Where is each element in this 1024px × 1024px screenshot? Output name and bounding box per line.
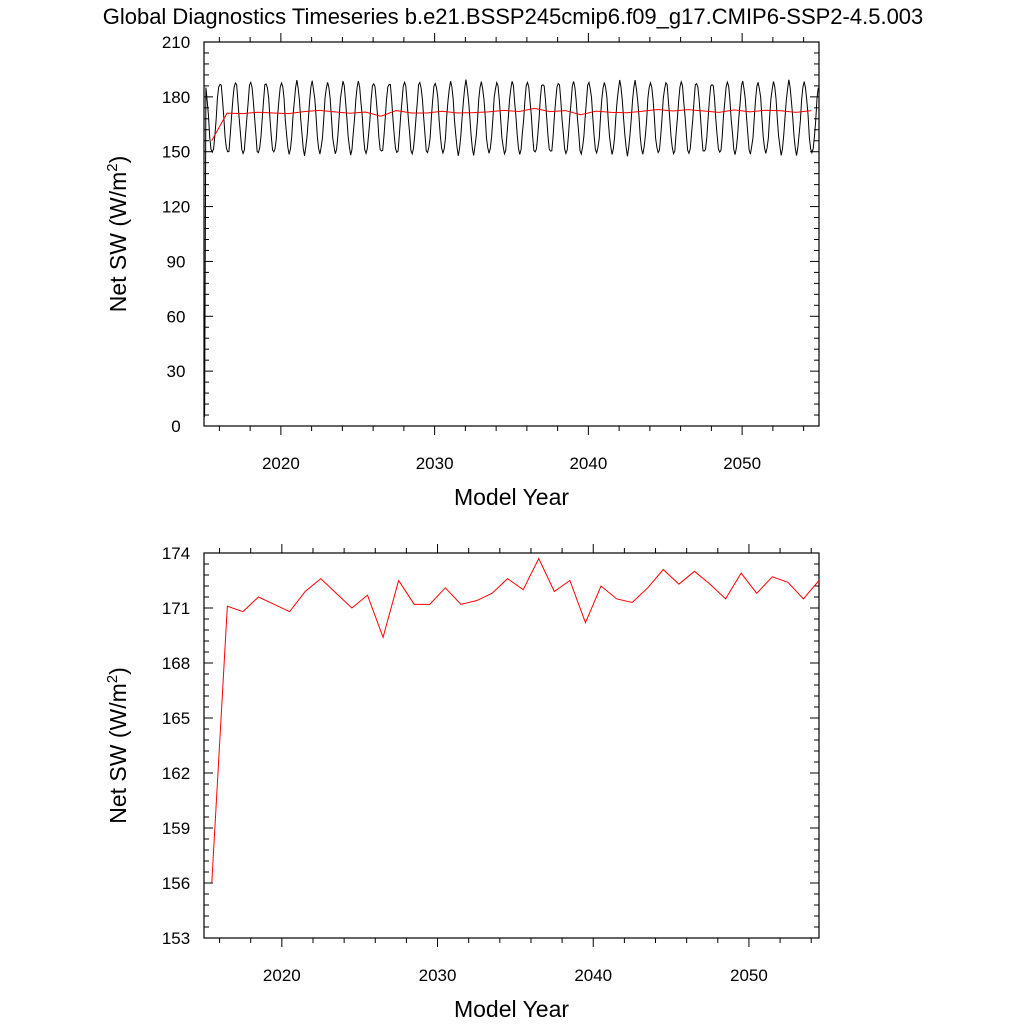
y-axis-label: Net SW (W/m2)	[104, 156, 131, 313]
x-tick-label: 2020	[263, 966, 301, 985]
y-tick-label: 156	[162, 874, 190, 893]
y-tick-label: 180	[162, 88, 190, 107]
x-tick-label: 2040	[569, 454, 607, 473]
y-tick-label: 120	[162, 198, 190, 217]
bottom-panel: 153 156 159 162 165 168 171 174 2020 2030 2040 2050…	[104, 544, 820, 1022]
y-axis-label-superscript: 2	[104, 163, 121, 171]
top-panel: 0 30 60 90 120 150 180 210 2020 2030 2040 2050 Model…	[104, 33, 820, 510]
y-tick-label: 150	[162, 143, 190, 162]
y-tick-label: 30	[167, 362, 186, 381]
y-tick-label: 162	[162, 764, 190, 783]
series-line-monthly	[204, 79, 819, 417]
y-tick-label: 159	[162, 819, 190, 838]
y-tick-label: 153	[162, 929, 190, 948]
y-tick-label: 165	[162, 709, 190, 728]
y-tick-label: 90	[167, 252, 186, 271]
x-axis-label: Model Year	[454, 484, 569, 510]
y-tick-label: 210	[162, 33, 190, 52]
x-tick-label: 2030	[419, 966, 457, 985]
x-tick-label: 2050	[723, 454, 761, 473]
x-tick-label: 2040	[574, 966, 612, 985]
series-line-annual	[211, 557, 819, 884]
y-axis-label: Net SW (W/m2)	[104, 667, 131, 824]
x-tick-label: 2020	[262, 454, 300, 473]
y-tick-label: 171	[162, 599, 190, 618]
x-tick-label: 2030	[416, 454, 454, 473]
y-axis-label-main: Net SW (W/m	[105, 172, 131, 313]
y-tick-label: 174	[162, 544, 190, 563]
y-axis-label-close: )	[105, 667, 131, 675]
series-line-annual	[211, 107, 812, 141]
x-axis-label: Model Year	[454, 996, 569, 1022]
figure-title: Global Diagnostics Timeseries b.e21.BSSP…	[103, 4, 924, 29]
y-axis-label-close: )	[105, 156, 131, 164]
plot-frame	[203, 41, 820, 427]
y-tick-label: 0	[171, 417, 180, 436]
y-axis-label-main: Net SW (W/m	[105, 683, 131, 824]
y-tick-label: 60	[167, 307, 186, 326]
y-tick-label: 168	[162, 654, 190, 673]
y-axis-label-superscript: 2	[104, 675, 121, 683]
x-tick-label: 2050	[730, 966, 768, 985]
plot-frame	[203, 552, 820, 939]
